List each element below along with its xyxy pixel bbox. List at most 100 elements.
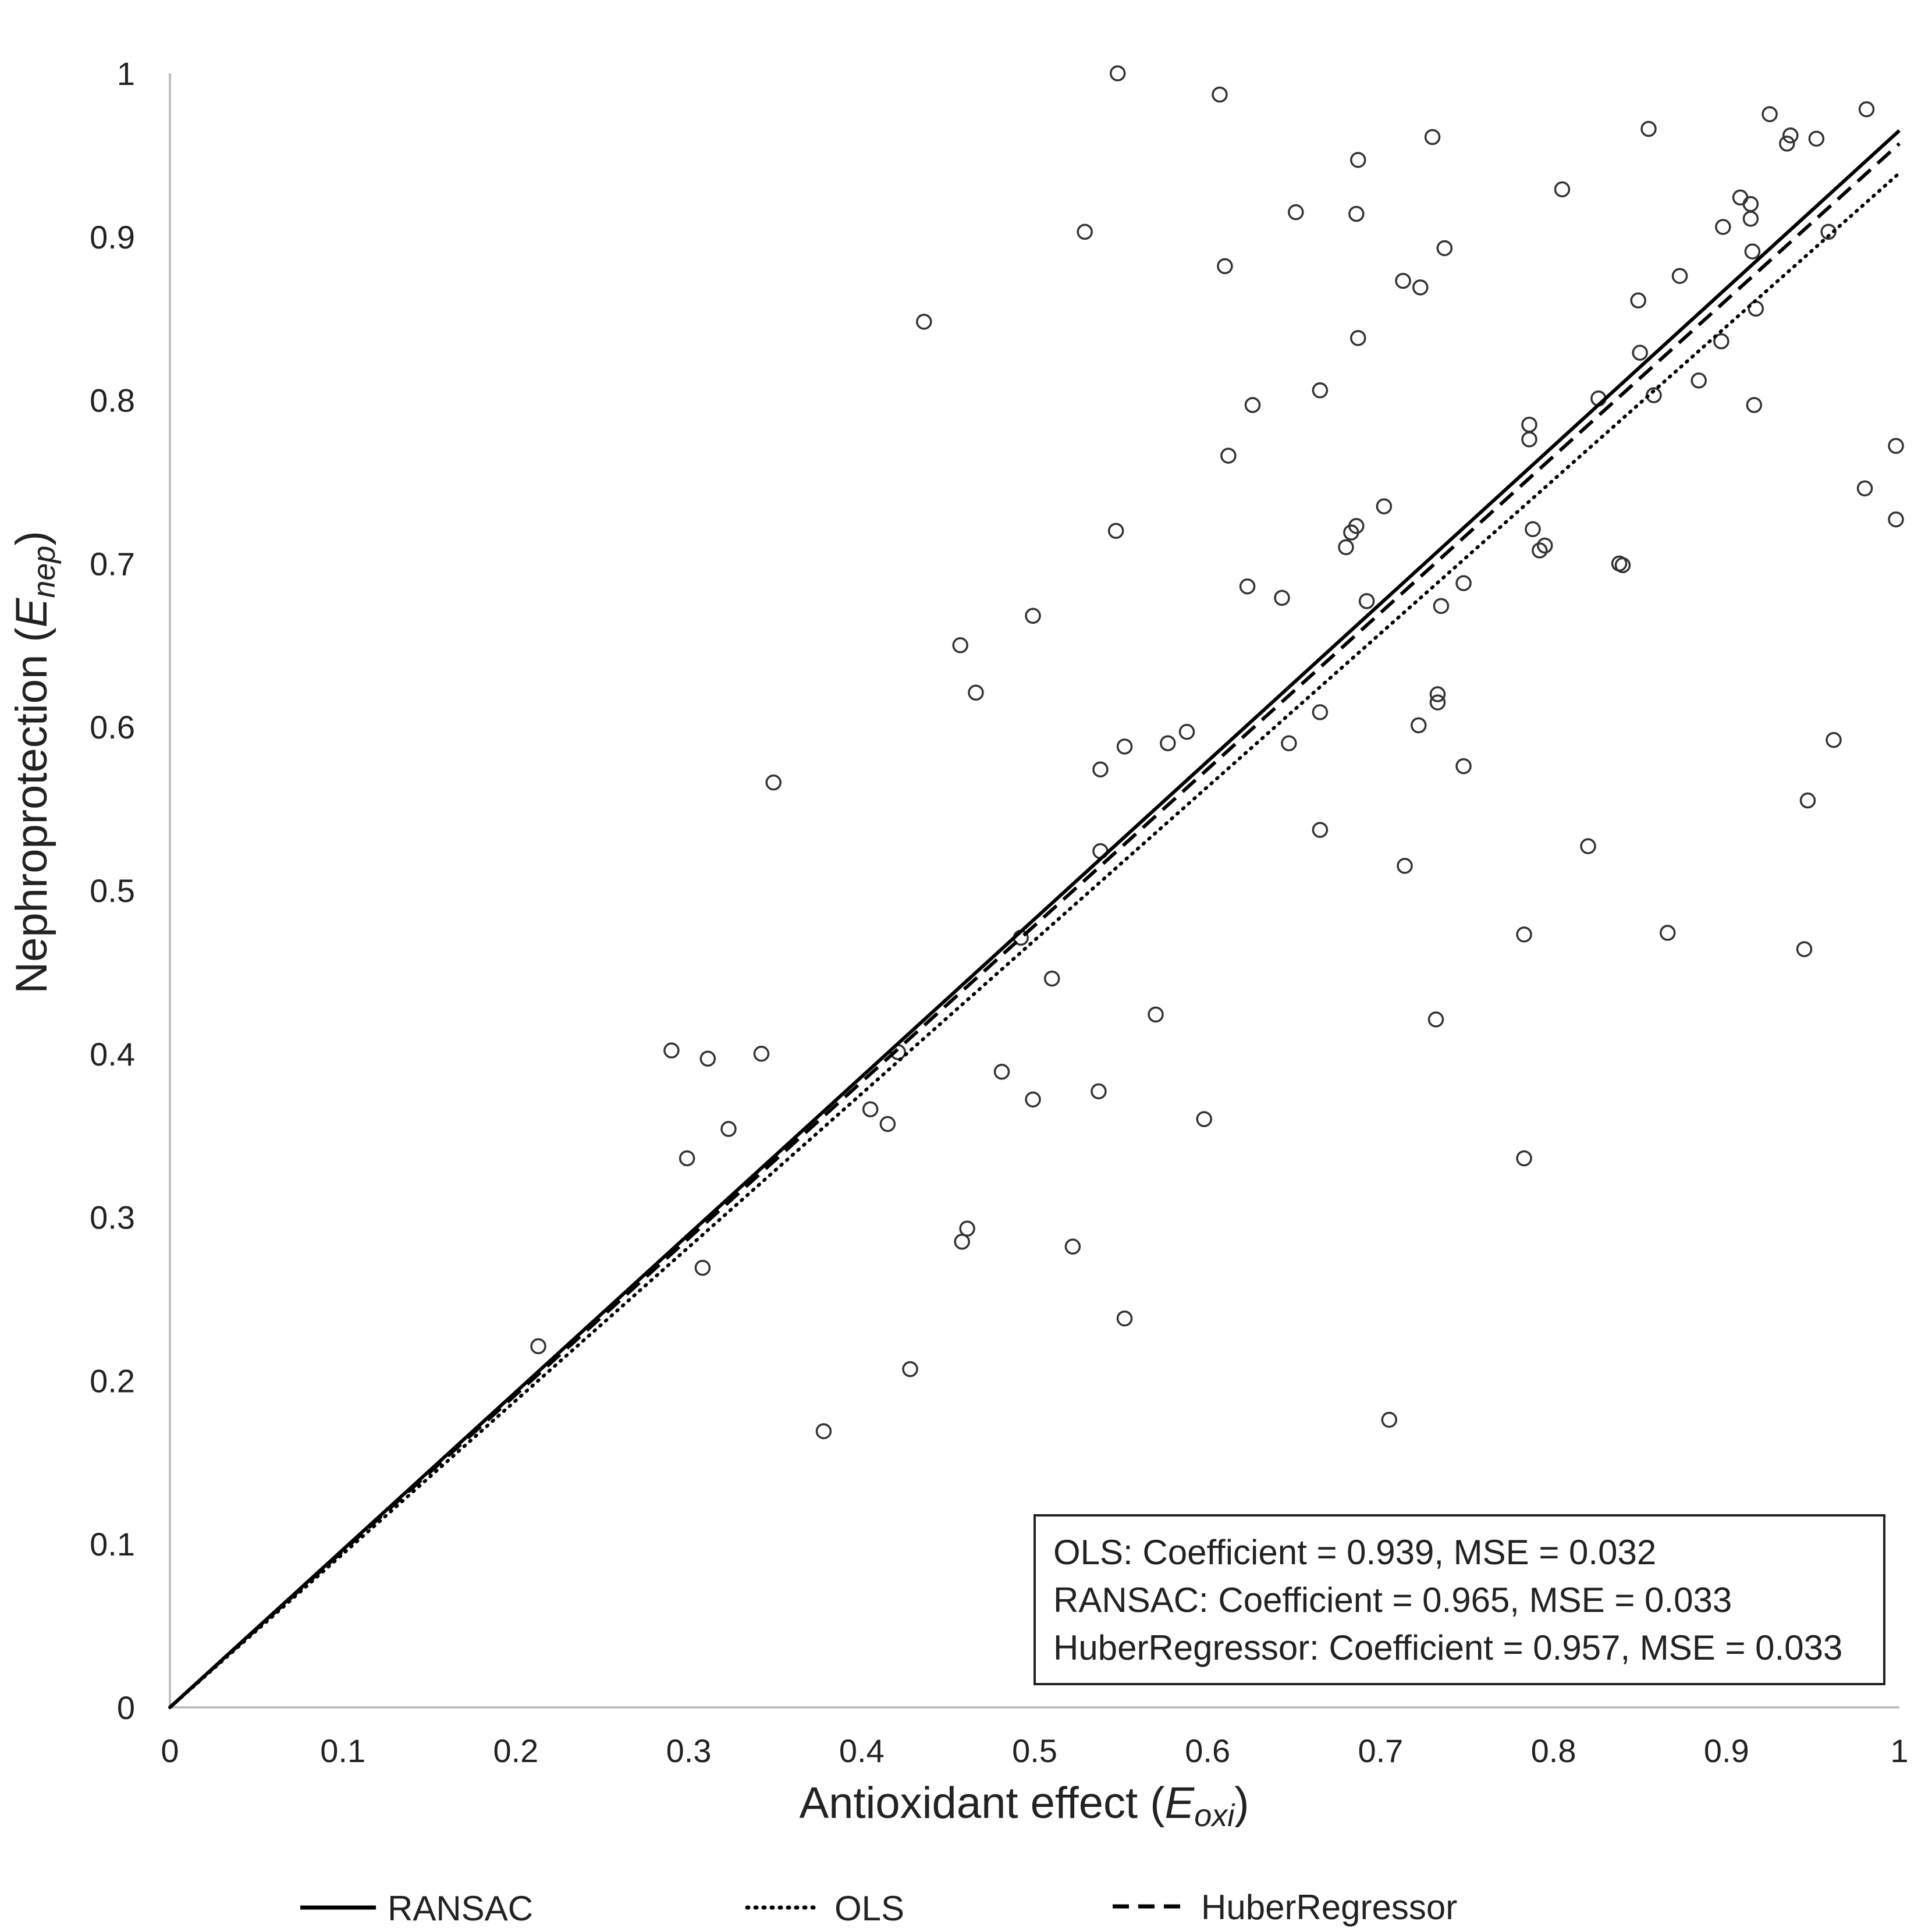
data-point <box>1288 204 1304 221</box>
data-point <box>1376 498 1393 514</box>
annotation-line-ols: OLS: Coefficient = 0.939, MSE = 0.032 <box>1053 1533 1656 1572</box>
data-points <box>530 65 1904 1440</box>
data-point <box>663 1042 680 1059</box>
data-point <box>1436 240 1453 257</box>
data-point <box>1713 333 1729 350</box>
y-tick-label: 0 <box>117 1689 135 1726</box>
y-tick-label: 1 <box>117 55 135 92</box>
data-point <box>1796 941 1813 957</box>
data-point <box>1217 258 1233 275</box>
data-point <box>1671 268 1688 284</box>
data-point <box>1536 537 1553 554</box>
data-point <box>679 1150 695 1167</box>
data-point <box>1826 731 1842 748</box>
data-point <box>1212 86 1228 103</box>
data-point <box>1091 1083 1107 1100</box>
data-point <box>1196 1111 1213 1127</box>
y-tick-label: 0.3 <box>90 1199 135 1236</box>
data-point <box>1411 717 1427 734</box>
data-point <box>1348 205 1365 222</box>
x-axis-title: Antioxidant effect (Eoxi) <box>799 1778 1249 1833</box>
data-point <box>1412 279 1429 296</box>
data-point <box>765 774 782 791</box>
data-point <box>1064 1238 1081 1255</box>
x-axis-title-var: E <box>1165 1778 1195 1828</box>
data-point <box>1178 723 1195 740</box>
data-point <box>1312 382 1329 399</box>
x-axis-title-main: Antioxidant effect ( <box>799 1778 1164 1828</box>
regression-lines <box>168 129 1901 1709</box>
data-point <box>1350 330 1366 346</box>
legend-label-ols: OLS <box>834 1889 904 1928</box>
y-tick-label: 0.8 <box>90 382 135 419</box>
annotation-line-ransac: RANSAC: Coefficient = 0.965, MSE = 0.033 <box>1053 1581 1732 1620</box>
y-tick-label: 0.2 <box>90 1362 135 1399</box>
data-point <box>1148 1006 1164 1023</box>
data-point <box>952 637 968 654</box>
data-point <box>1348 518 1365 534</box>
data-point <box>1856 480 1873 496</box>
data-point <box>1281 735 1297 752</box>
data-point <box>815 1423 832 1440</box>
data-point <box>1338 539 1354 556</box>
tick-labels: 0 0.1 0.2 0.3 0.4 0.5 0.6 0.7 0.8 0.9 1 0 0.1 0.2 0.3 0… <box>90 55 1908 1769</box>
x-tick-label: 0.6 <box>1185 1732 1230 1769</box>
data-point <box>1516 1150 1532 1167</box>
data-point <box>1746 397 1763 413</box>
data-point <box>1779 135 1795 152</box>
data-point <box>1397 858 1413 874</box>
data-point <box>1350 152 1366 168</box>
data-point <box>1761 106 1778 122</box>
y-tick-label: 0.1 <box>90 1526 135 1562</box>
data-point <box>902 1361 918 1377</box>
y-axis-title: Nephroprotection (Enep) <box>7 531 62 994</box>
x-tick-label: 1 <box>1890 1732 1908 1769</box>
data-point <box>1092 761 1109 777</box>
data-point <box>1690 372 1707 389</box>
annotation-line-huber: HuberRegressor: Coefficient = 0.957, MSE… <box>1053 1628 1842 1667</box>
x-tick-label: 0.1 <box>320 1732 365 1769</box>
data-point <box>1043 970 1060 987</box>
regression-line-huberregressor <box>168 142 1901 1709</box>
data-point <box>1660 925 1676 941</box>
data-point <box>993 1063 1010 1080</box>
data-point <box>753 1046 770 1062</box>
data-point <box>530 1338 546 1355</box>
data-point <box>1744 243 1761 260</box>
legend-label-huber: HuberRegressor <box>1201 1888 1457 1927</box>
data-point <box>1395 272 1411 289</box>
data-point <box>1532 542 1548 559</box>
data-point <box>1782 127 1799 144</box>
data-point <box>1640 120 1657 137</box>
data-point <box>1516 926 1532 943</box>
data-point <box>1525 521 1541 538</box>
x-tick-label: 0 <box>161 1732 179 1769</box>
data-point <box>1381 1412 1398 1428</box>
data-point <box>1025 1091 1041 1108</box>
data-point <box>1244 397 1261 413</box>
data-point <box>1239 578 1256 595</box>
x-tick-label: 0.3 <box>666 1732 712 1769</box>
data-point <box>916 314 932 330</box>
data-point <box>862 1101 879 1118</box>
y-axis-title-end: ) <box>7 531 56 545</box>
y-tick-label: 0.7 <box>90 545 135 582</box>
x-axis-title-end: ) <box>1234 1778 1249 1828</box>
data-point <box>1455 575 1472 591</box>
legend: RANSAC OLS HuberRegressor <box>300 1888 1457 1928</box>
data-point <box>1077 223 1093 240</box>
x-tick-label: 0.9 <box>1704 1732 1749 1769</box>
annotation-box: OLS: Coefficient = 0.939, MSE = 0.032 RA… <box>1034 1514 1885 1685</box>
data-point <box>1888 511 1904 528</box>
data-point <box>1799 792 1816 809</box>
data-point <box>1358 593 1375 609</box>
axes <box>169 73 1899 1709</box>
data-point <box>1614 557 1631 573</box>
data-point <box>1429 694 1446 711</box>
y-axis-title-var: E <box>7 597 56 627</box>
data-point <box>1715 219 1731 235</box>
data-point <box>879 1116 896 1132</box>
x-axis-title-sub: oxi <box>1194 1798 1235 1833</box>
data-point <box>699 1050 716 1067</box>
